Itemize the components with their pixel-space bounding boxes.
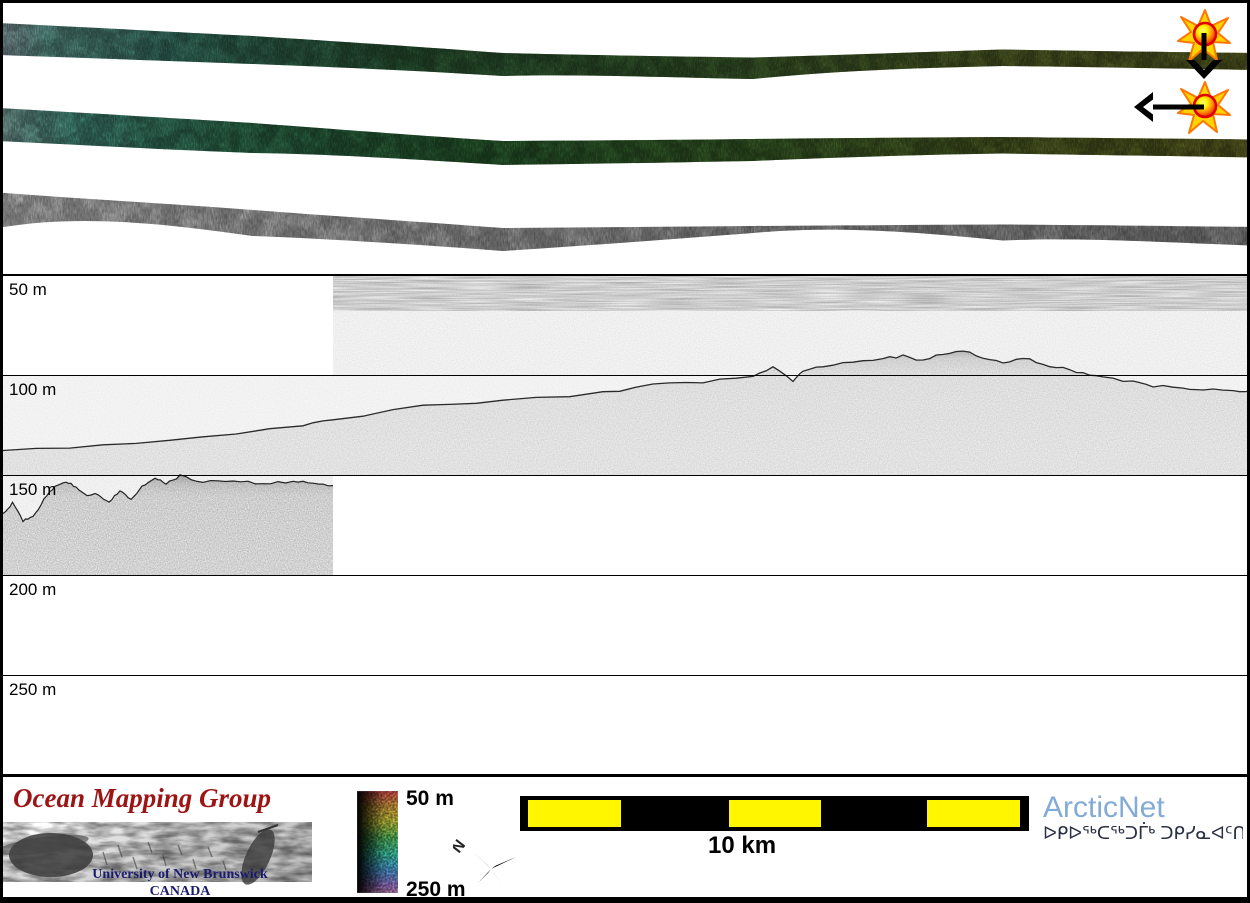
svg-text:N: N <box>453 837 469 857</box>
svg-text:ArcticNet: ArcticNet <box>1043 791 1165 824</box>
svg-text:ᐅᑭᐅᖅᑕᖅᑐᒦᒃ ᑐᑭᓯᓇᐊᑦᑎᐊᕐᓂᖅ: ᐅᑭᐅᖅᑕᖅᑐᒦᒃ ᑐᑭᓯᓇᐊᑦᑎᐊᕐᓂᖅ <box>1043 823 1243 843</box>
